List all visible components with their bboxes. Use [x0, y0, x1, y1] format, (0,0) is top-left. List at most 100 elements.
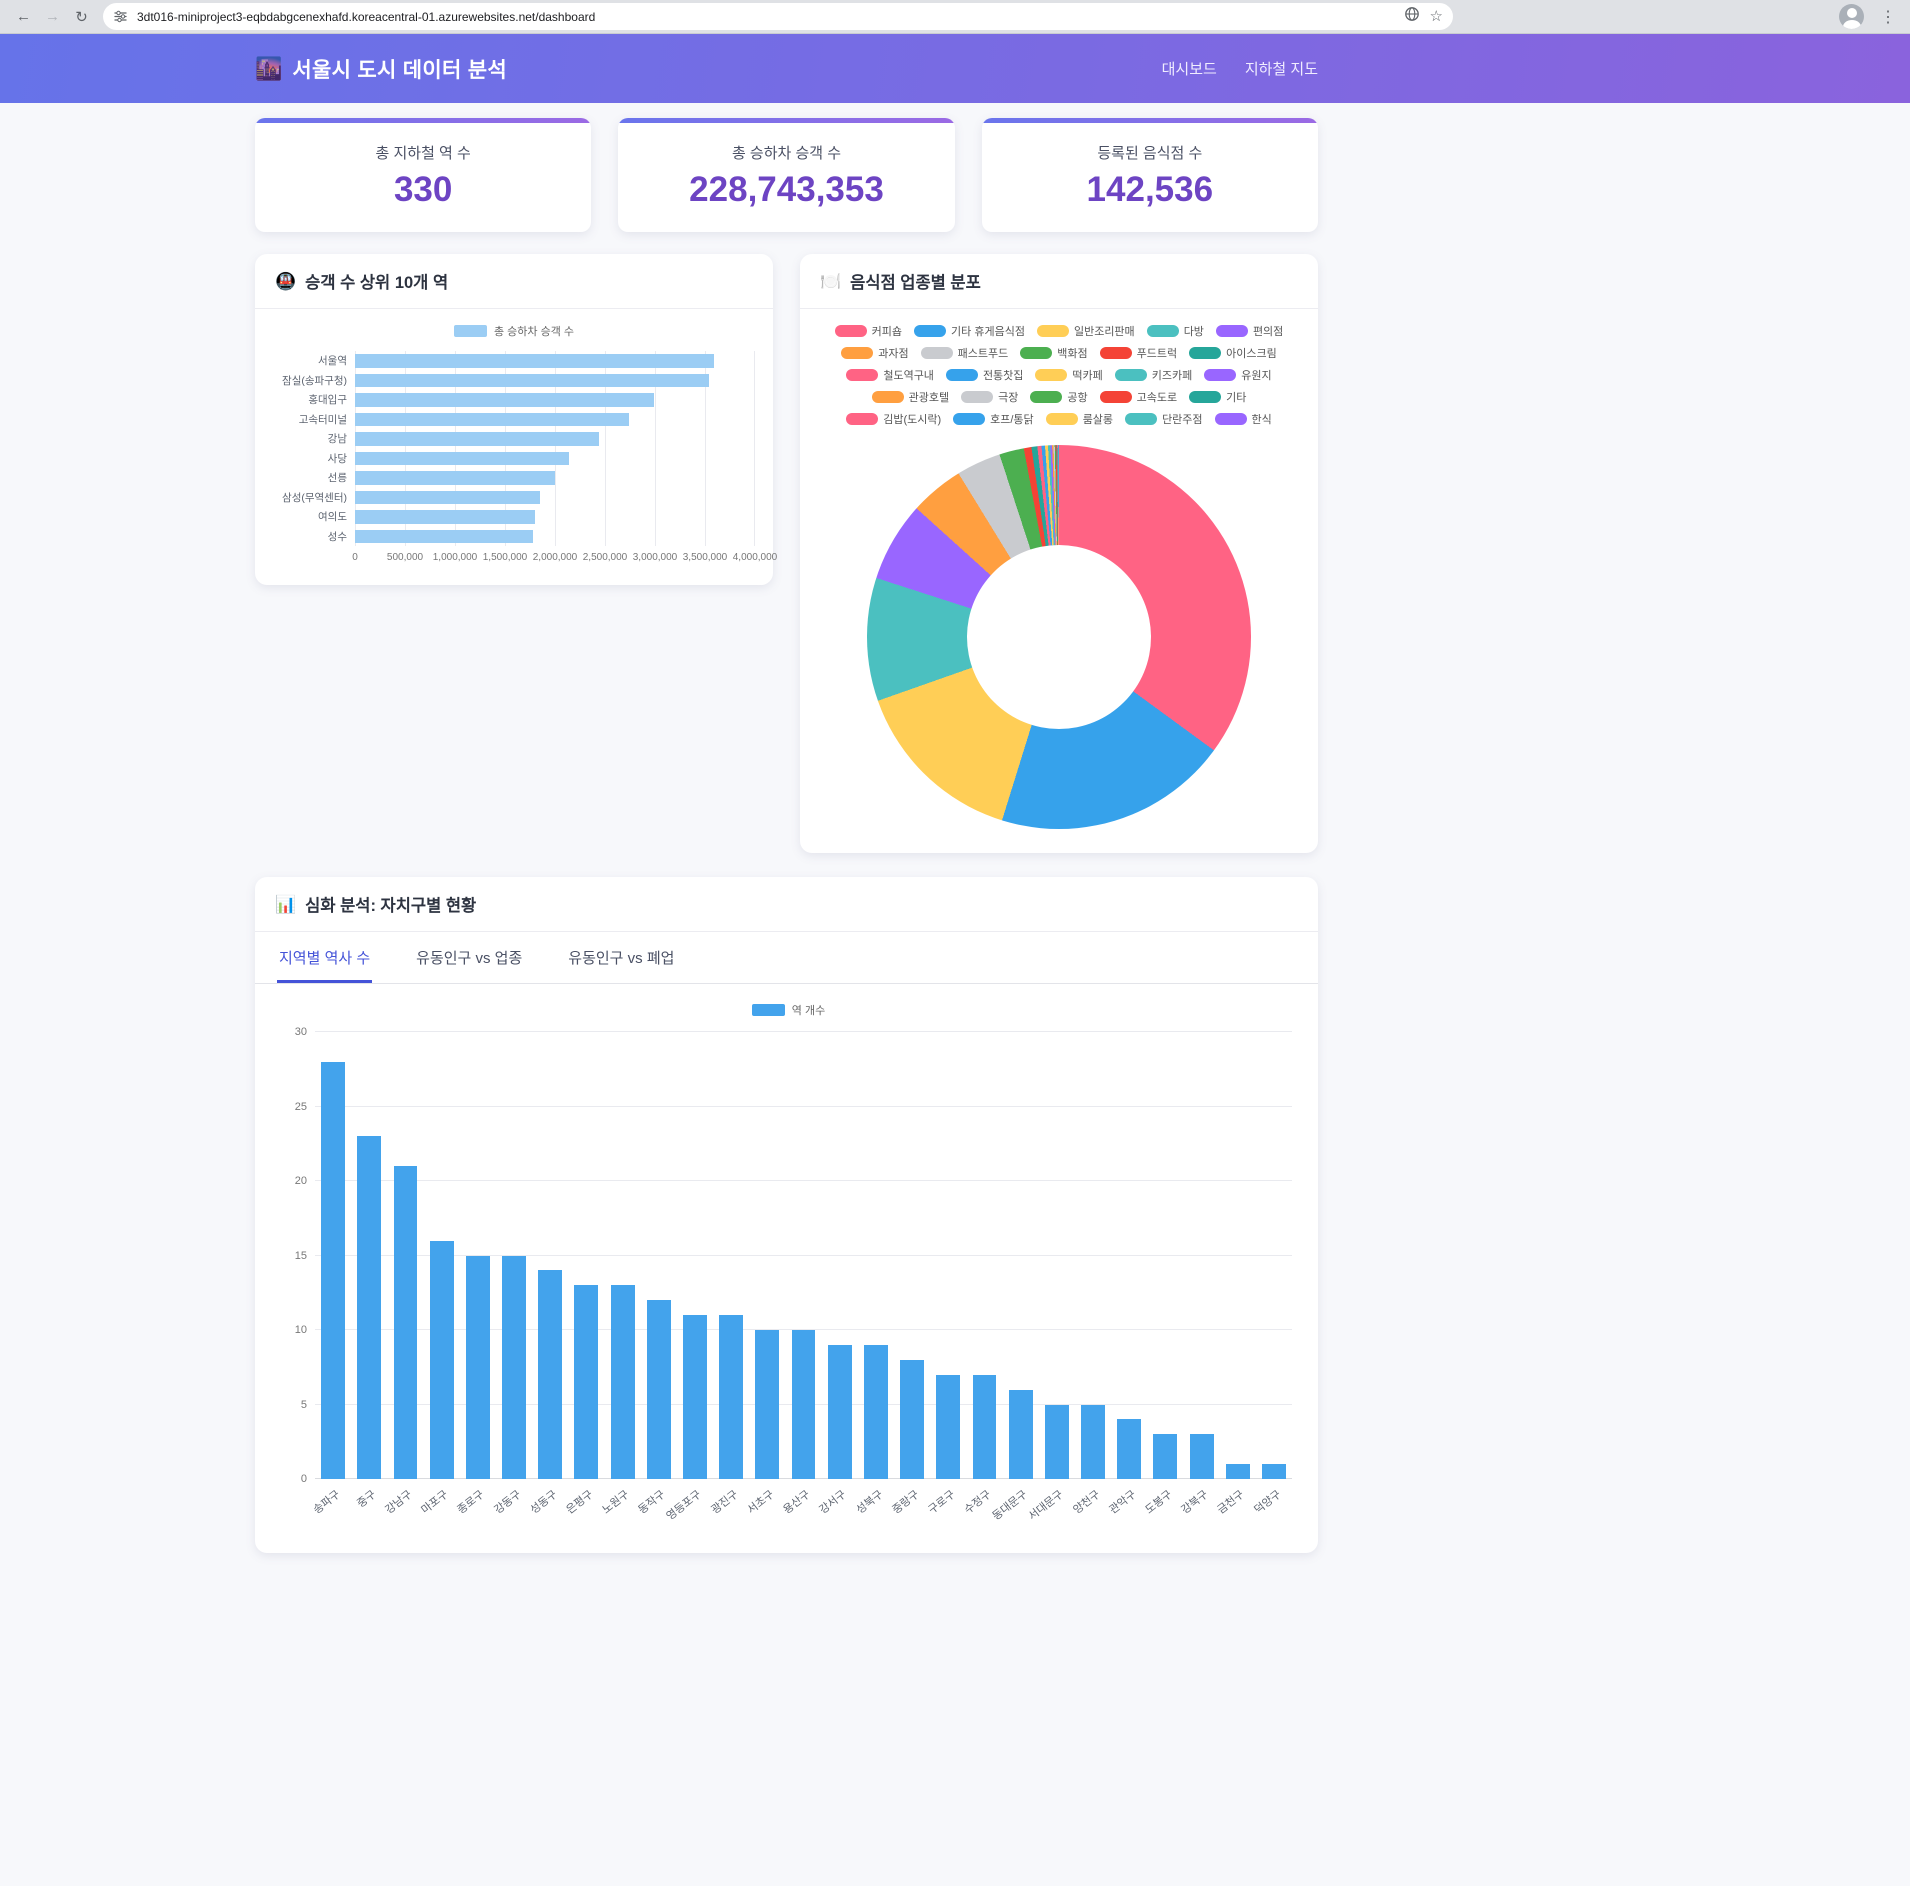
refresh-icon[interactable]: ↻	[75, 8, 88, 26]
district-bar[interactable]	[1081, 1404, 1105, 1479]
district-bar[interactable]	[357, 1136, 382, 1479]
legend-item[interactable]: 백화점	[1020, 345, 1088, 361]
district-bar[interactable]	[1262, 1464, 1286, 1479]
district-bar[interactable]	[972, 1374, 997, 1479]
legend-item[interactable]: 호프/통닭	[953, 411, 1034, 427]
station-bar[interactable]	[355, 412, 630, 426]
profile-avatar[interactable]	[1839, 4, 1864, 29]
bar-track	[355, 448, 755, 468]
legend-item[interactable]: 유원지	[1204, 367, 1272, 383]
legend-item[interactable]: 한식	[1214, 411, 1272, 427]
x-axis: 0 500,000 1,000,000 1,500,000 2,000,000 2,500…	[352, 552, 777, 567]
district-bar[interactable]	[646, 1300, 671, 1479]
legend-item[interactable]: 고속도로	[1099, 389, 1178, 405]
x-tick-label: 2,500,000	[582, 552, 628, 563]
station-bar[interactable]	[355, 373, 710, 387]
legend-item[interactable]: 극장	[961, 389, 1018, 405]
top-nav: 대시보드 지하철 지도	[1162, 58, 1318, 79]
back-icon[interactable]: ←	[16, 8, 31, 25]
station-bar[interactable]	[355, 354, 715, 368]
legend-swatch	[1125, 413, 1158, 425]
station-bar[interactable]	[355, 471, 555, 485]
legend-swatch	[841, 347, 874, 359]
legend-label: 고속도로	[1136, 392, 1178, 404]
legend-item[interactable]: 커피숍	[834, 323, 902, 339]
district-bar[interactable]	[863, 1344, 888, 1479]
tab-traffic-vs-closure[interactable]: 유동인구 vs 폐업	[568, 950, 675, 967]
legend-item[interactable]: 편의점	[1215, 323, 1283, 339]
district-bar[interactable]	[827, 1344, 852, 1479]
legend-label: 룸살롱	[1082, 414, 1114, 426]
district-bar[interactable]	[791, 1330, 816, 1479]
legend-item[interactable]: 전통찻집	[945, 367, 1023, 383]
nav-dashboard[interactable]: 대시보드	[1161, 61, 1217, 78]
district-bar[interactable]	[610, 1285, 635, 1479]
district-bar[interactable]	[465, 1255, 490, 1479]
url-bar[interactable]: 3dt016-miniproject3-eqbdabgcenexhafd.kor…	[103, 3, 1453, 30]
legend-label: 기타	[1226, 392, 1247, 404]
district-bar[interactable]	[1225, 1464, 1250, 1479]
district-bar[interactable]	[1189, 1434, 1214, 1479]
nav-subway-map[interactable]: 지하철 지도	[1244, 61, 1318, 78]
chart-legend[interactable]: 역 개수	[285, 1002, 1292, 1018]
legend-item[interactable]: 관광호텔	[871, 389, 949, 405]
bookmark-star-icon[interactable]: ☆	[1429, 8, 1443, 25]
donut-chart[interactable]	[867, 445, 1251, 829]
district-bar[interactable]	[393, 1166, 418, 1479]
legend-label: 기타 휴게음식점	[951, 326, 1025, 338]
district-bar-cell	[568, 1032, 604, 1479]
district-bar[interactable]	[755, 1330, 780, 1479]
station-bar[interactable]	[355, 393, 655, 407]
legend-item[interactable]: 일반조리판매	[1036, 323, 1135, 339]
district-bar[interactable]	[683, 1315, 707, 1479]
site-info-icon[interactable]	[113, 9, 128, 24]
station-bar[interactable]	[355, 490, 540, 504]
district-bar[interactable]	[1008, 1389, 1033, 1479]
station-bar[interactable]	[355, 432, 600, 446]
y-axis: 0 5 10 15 20 25 30	[285, 1026, 315, 1485]
station-bar-row: 사당	[271, 448, 757, 468]
legend-item[interactable]: 단란주점	[1125, 411, 1203, 427]
legend-item[interactable]: 철도역구내	[846, 367, 934, 383]
forward-icon[interactable]: →	[45, 8, 60, 25]
tab-traffic-vs-business[interactable]: 유동인구 vs 업종	[416, 950, 523, 967]
legend-item[interactable]: 과자점	[841, 345, 909, 361]
district-bar[interactable]	[1117, 1419, 1142, 1479]
station-bar[interactable]	[355, 529, 533, 543]
legend-item[interactable]: 키즈카페	[1114, 367, 1192, 383]
district-bar[interactable]	[538, 1270, 563, 1479]
station-bar[interactable]	[355, 451, 570, 465]
district-bar[interactable]	[574, 1285, 599, 1479]
district-bar[interactable]	[936, 1374, 961, 1479]
legend-label: 한식	[1251, 414, 1272, 426]
district-bar[interactable]	[502, 1255, 526, 1479]
legend-item[interactable]: 다방	[1146, 323, 1204, 339]
legend-item[interactable]: 떡카페	[1035, 367, 1103, 383]
tab-stations-by-district[interactable]: 지역별 역사 수	[277, 932, 373, 983]
translate-icon[interactable]	[1404, 6, 1420, 27]
legend-item[interactable]: 기타 휴게음식점	[914, 323, 1025, 339]
legend-label: 일반조리판매	[1073, 326, 1135, 338]
district-label-cell: 중구	[351, 1479, 387, 1537]
district-bar[interactable]	[719, 1315, 744, 1479]
legend-item[interactable]: 푸드트럭	[1099, 345, 1177, 361]
browser-menu-icon[interactable]: ⋮	[1880, 8, 1896, 26]
station-bar[interactable]	[355, 510, 535, 524]
district-bar[interactable]	[1044, 1404, 1069, 1479]
district-bar[interactable]	[900, 1359, 925, 1479]
legend-item[interactable]: 김밥(도시락)	[846, 411, 941, 427]
chart-legend[interactable]: 총 승하차 승객 수	[271, 323, 757, 339]
legend-item[interactable]: 공항	[1030, 389, 1088, 405]
legend-item[interactable]: 아이스크림	[1189, 345, 1277, 361]
legend-item[interactable]: 룸살롱	[1045, 411, 1114, 427]
district-bar[interactable]	[1153, 1434, 1178, 1479]
district-label-cell: 송파구	[311, 1479, 351, 1537]
district-bar[interactable]	[321, 1061, 346, 1479]
district-bar[interactable]	[429, 1240, 454, 1479]
legend-item[interactable]: 패스트푸드	[920, 345, 1008, 361]
city-logo-icon: 🌆	[255, 55, 283, 81]
card-accent	[255, 118, 592, 123]
card-accent	[618, 118, 955, 123]
legend-item[interactable]: 기타	[1189, 389, 1246, 405]
district-label: 강북구	[1179, 1488, 1211, 1517]
